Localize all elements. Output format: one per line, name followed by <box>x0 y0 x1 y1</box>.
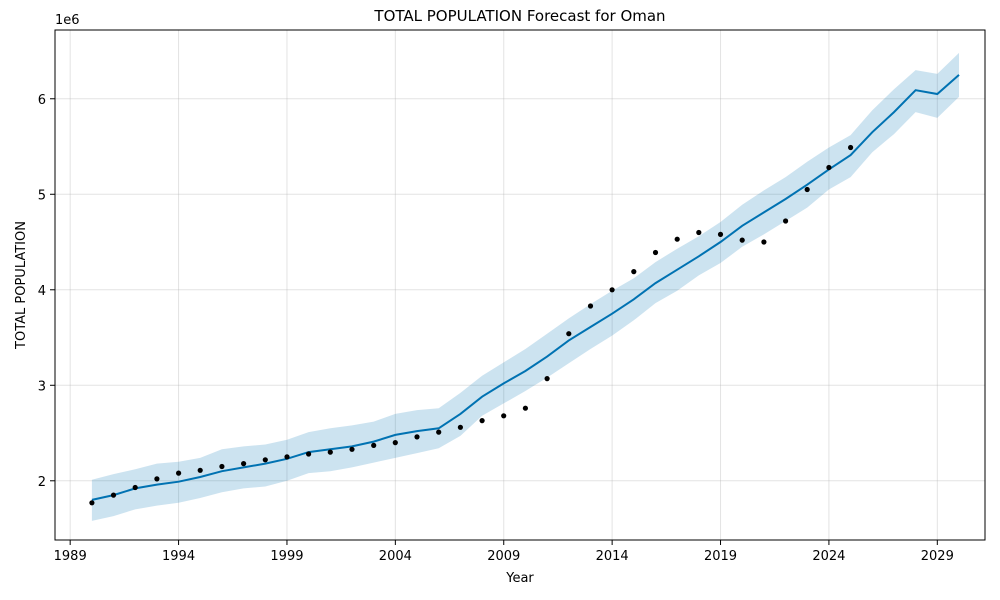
y-tick-label: 6 <box>38 93 46 108</box>
observed-point <box>739 237 745 243</box>
observed-point <box>414 434 420 440</box>
observed-point <box>219 463 225 470</box>
observed-point <box>197 467 203 473</box>
x-tick-label: 1989 <box>54 549 87 564</box>
observed-point <box>652 249 659 256</box>
grid <box>55 30 985 540</box>
observed-point <box>110 492 117 498</box>
y-tick-label: 2 <box>38 475 46 490</box>
x-axis-label: Year <box>505 571 534 586</box>
observed-point <box>696 229 702 236</box>
observed-point <box>457 424 463 430</box>
observed-point <box>262 457 268 463</box>
observed-point <box>154 476 160 482</box>
observed-point <box>349 446 355 452</box>
x-tick-label: 2019 <box>704 549 737 564</box>
observed-point <box>522 405 529 411</box>
chart-title: TOTAL POPULATION Forecast for Oman <box>373 7 665 25</box>
y-tick-label: 4 <box>38 284 46 299</box>
plot-frame <box>54 29 986 541</box>
y-axis-label: TOTAL POPULATION <box>14 221 29 350</box>
observed-point <box>241 461 247 467</box>
observed-points <box>89 144 854 506</box>
observed-point <box>284 454 290 460</box>
observed-point <box>392 440 398 446</box>
observed-point <box>327 449 333 455</box>
x-tick-label: 2004 <box>379 549 412 564</box>
forecast-line <box>91 74 960 501</box>
x-tick-label: 2009 <box>487 549 520 564</box>
x-tick-label: 2029 <box>921 549 954 564</box>
y-tick-label: 3 <box>38 379 46 394</box>
observed-point <box>176 470 182 476</box>
observed-point <box>631 269 637 275</box>
observed-point <box>804 186 810 193</box>
observed-point <box>89 500 95 506</box>
x-tick-label: 1994 <box>162 549 195 564</box>
observed-point <box>717 231 724 237</box>
observed-point <box>826 164 832 171</box>
observed-point <box>436 429 442 435</box>
y-axis-ticks: 2 3 4 5 6 <box>38 93 55 490</box>
x-tick-label: 2014 <box>596 549 629 564</box>
x-tick-label: 2024 <box>812 549 845 564</box>
observed-point <box>501 413 507 419</box>
observed-point <box>761 239 767 245</box>
observed-point <box>371 442 377 448</box>
observed-point <box>674 236 680 242</box>
observed-point <box>306 451 312 457</box>
plot-background <box>55 30 985 540</box>
observed-point <box>566 331 572 337</box>
x-tick-label: 1999 <box>270 549 303 564</box>
observed-point <box>609 287 615 293</box>
observed-point <box>848 144 854 151</box>
observed-point <box>132 484 138 491</box>
x-axis-ticks: 1989 1994 1999 2004 2009 2014 2019 2024 2029 <box>54 540 954 564</box>
observed-point <box>587 303 594 309</box>
y-multiplier-label: 1e6 <box>55 13 80 28</box>
observed-point <box>544 376 550 382</box>
observed-point <box>479 418 485 424</box>
observed-point <box>783 218 789 224</box>
y-tick-label: 5 <box>38 188 46 203</box>
